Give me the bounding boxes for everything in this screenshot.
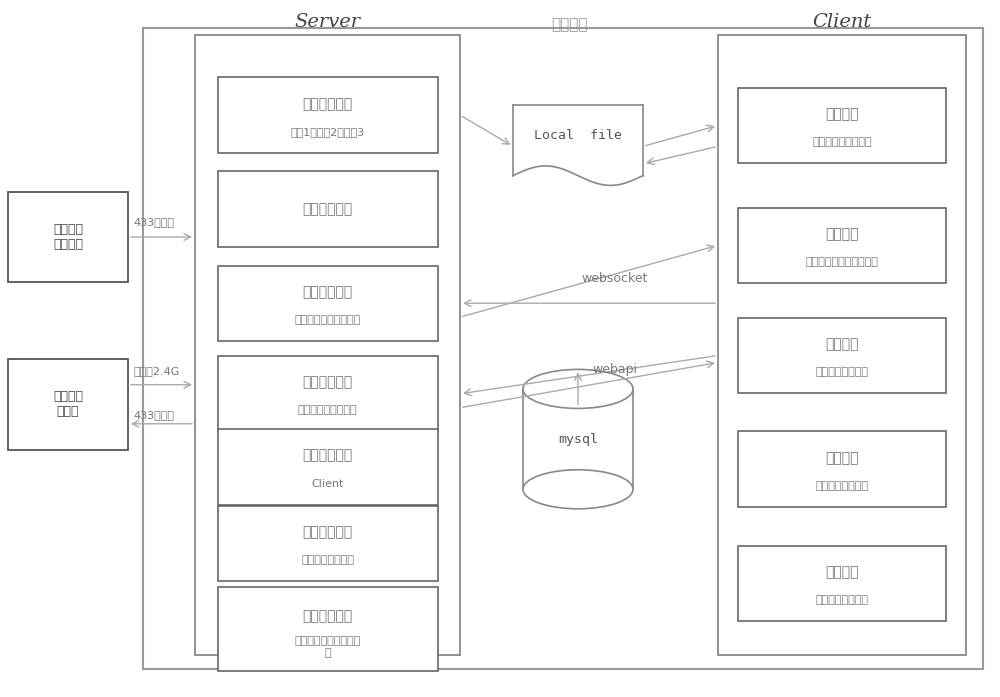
- Text: 导入、导出、合计: 导入、导出、合计: [816, 481, 868, 491]
- Bar: [218, 506, 438, 581]
- Text: 数据解析模块: 数据解析模块: [302, 202, 353, 216]
- Text: 数据存储模块: 数据存储模块: [302, 285, 353, 299]
- Text: 变道、直行、横穿马路等: 变道、直行、横穿马路等: [806, 257, 878, 267]
- Text: 模拟交通
流底盘: 模拟交通 流底盘: [53, 390, 83, 418]
- Bar: [218, 587, 438, 671]
- Text: 查询、导出、删除: 查询、导出、删除: [816, 595, 868, 605]
- Text: 控制平台: 控制平台: [552, 17, 588, 33]
- Bar: [195, 35, 460, 655]
- Bar: [218, 356, 438, 431]
- Polygon shape: [513, 105, 643, 185]
- Text: 433转串口: 433转串口: [133, 217, 174, 227]
- Bar: [718, 35, 966, 655]
- Bar: [143, 28, 983, 669]
- Bar: [218, 429, 438, 505]
- Bar: [218, 266, 438, 341]
- Text: 数据处理: 数据处理: [825, 451, 859, 465]
- Text: 数据转发模块: 数据转发模块: [302, 449, 353, 463]
- Text: websocket: websocket: [582, 273, 648, 285]
- Bar: [523, 389, 633, 489]
- Text: webapi: webapi: [592, 363, 638, 376]
- Bar: [738, 88, 946, 163]
- Text: 实时展示: 实时展示: [825, 107, 859, 121]
- Bar: [738, 546, 946, 621]
- Text: 时间、时距、定局等: 时间、时距、定局等: [298, 406, 357, 415]
- Text: 运动、停止、复位: 运动、停止、复位: [816, 367, 868, 377]
- Text: mysql: mysql: [558, 433, 598, 445]
- Text: 串口转2.4G: 串口转2.4G: [133, 367, 179, 376]
- Text: 启动、停止、复位: 启动、停止、复位: [301, 556, 354, 565]
- Bar: [738, 318, 946, 393]
- Bar: [738, 208, 946, 283]
- Text: 场景设计: 场景设计: [825, 227, 859, 241]
- Bar: [8, 192, 128, 282]
- Bar: [218, 77, 438, 153]
- Bar: [218, 171, 438, 247]
- Ellipse shape: [523, 369, 633, 408]
- Text: Local  file: Local file: [534, 130, 622, 142]
- Text: 实时计算模块: 实时计算模块: [302, 376, 353, 390]
- Text: Client: Client: [812, 13, 872, 31]
- Text: 速度、加速度、位置: 速度、加速度、位置: [812, 137, 872, 147]
- Text: 远程操作: 远程操作: [825, 337, 859, 351]
- Text: 433转串口: 433转串口: [133, 411, 174, 420]
- Text: 原始数据、格式化数据: 原始数据、格式化数据: [294, 315, 361, 325]
- Text: Client: Client: [311, 479, 344, 489]
- Bar: [738, 431, 946, 507]
- Text: 自动驾驶
测试车辆: 自动驾驶 测试车辆: [53, 223, 83, 251]
- Text: Server: Server: [294, 13, 361, 31]
- Text: 串口1、串口2、串口3: 串口1、串口2、串口3: [290, 127, 365, 137]
- Text: 串口通讯模块: 串口通讯模块: [302, 97, 353, 111]
- Text: 变道、直行、横穿马路
等: 变道、直行、横穿马路 等: [294, 636, 361, 658]
- Text: 指令处理模块: 指令处理模块: [302, 526, 353, 539]
- Bar: [8, 359, 128, 450]
- Text: 场景预案模块: 场景预案模块: [302, 609, 353, 623]
- Ellipse shape: [523, 470, 633, 509]
- Text: 系统日志: 系统日志: [825, 565, 859, 579]
